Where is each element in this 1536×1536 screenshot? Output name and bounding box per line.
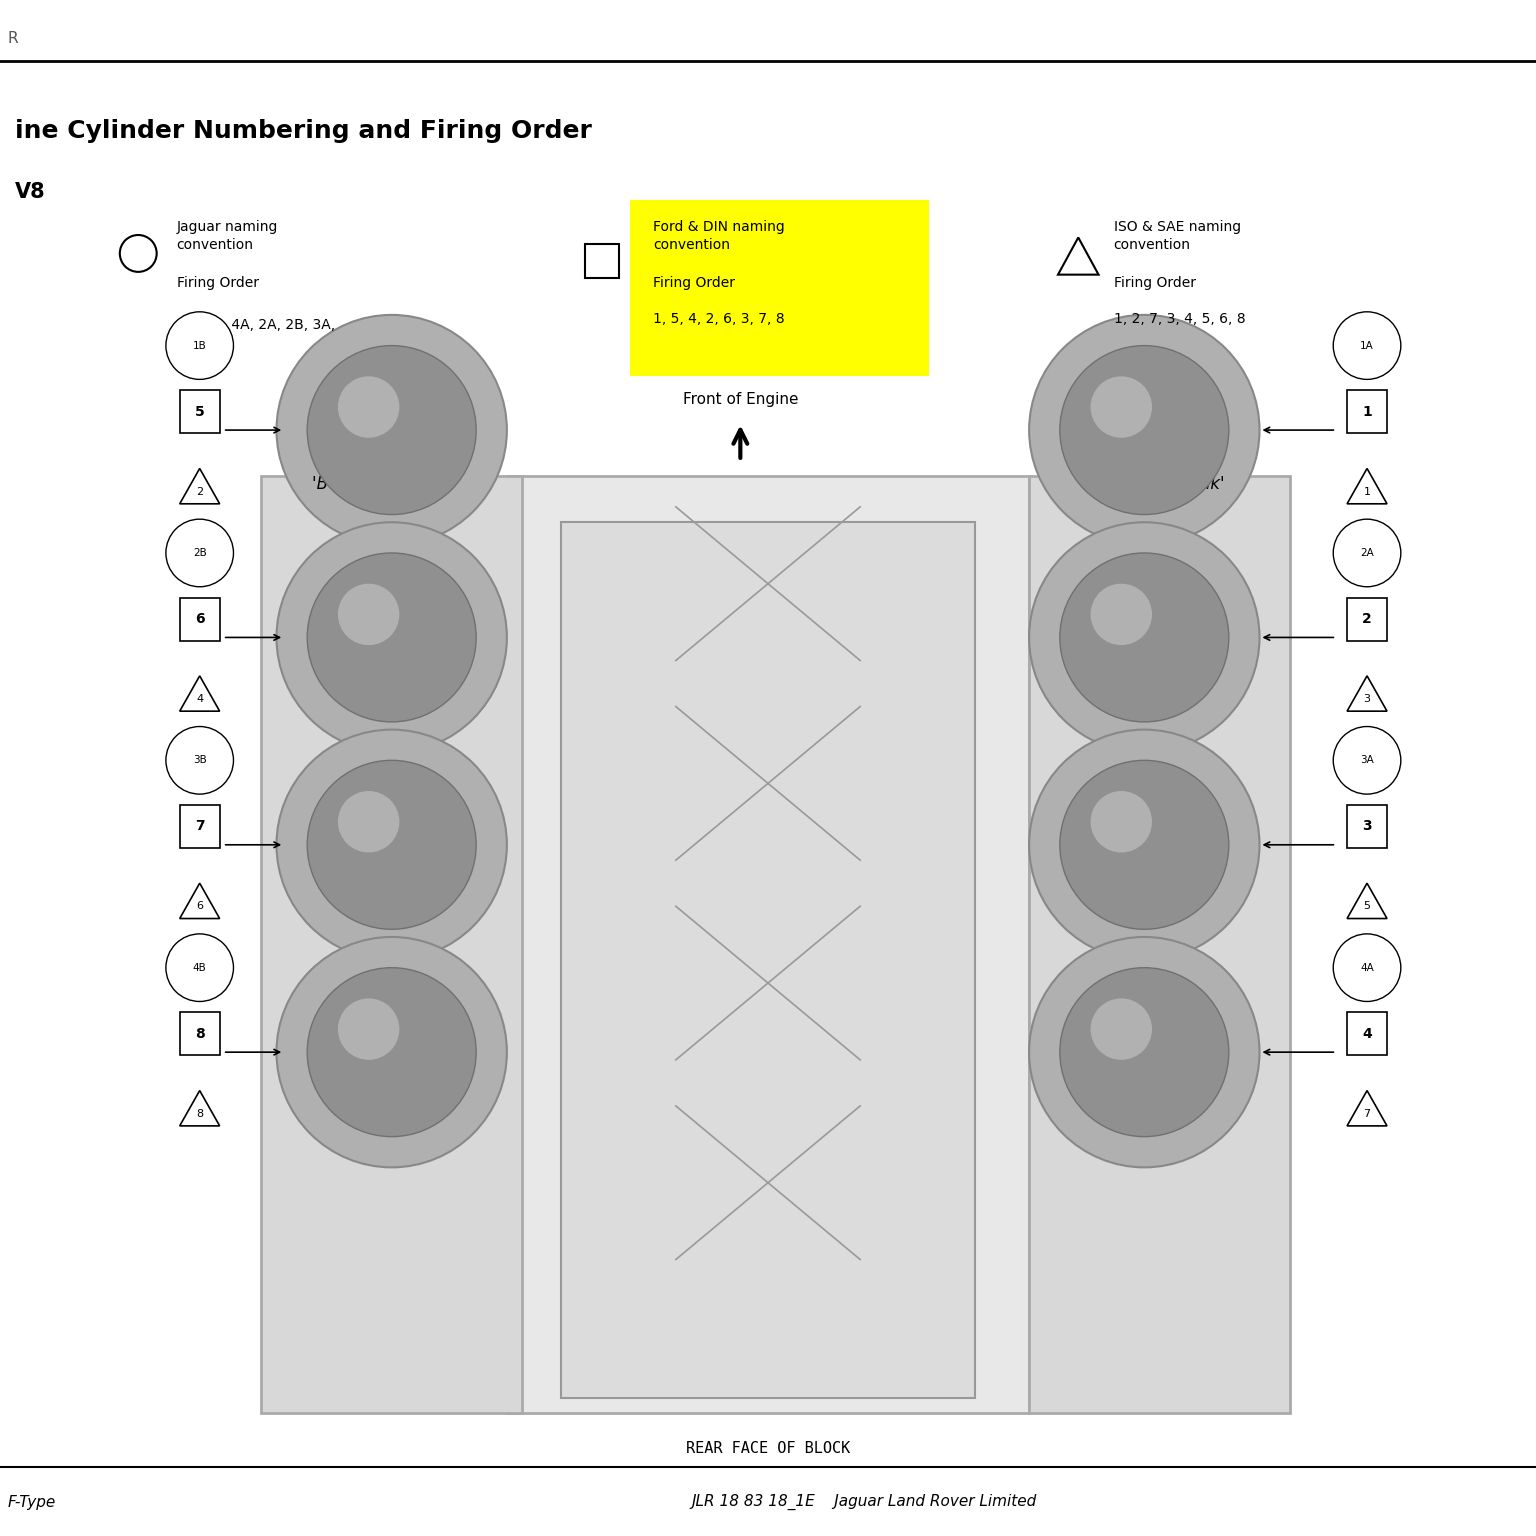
Circle shape	[166, 519, 233, 587]
Text: Firing Order: Firing Order	[653, 276, 734, 290]
Text: 4: 4	[1362, 1026, 1372, 1041]
Text: 7: 7	[1364, 1109, 1370, 1118]
Text: 1: 1	[1362, 404, 1372, 419]
Circle shape	[307, 968, 476, 1137]
Bar	[507, 476, 1029, 1413]
Text: Ford & DIN naming
convention: Ford & DIN naming convention	[653, 220, 785, 252]
Text: Firing Order: Firing Order	[1114, 276, 1195, 290]
Bar	[180, 1012, 220, 1055]
Circle shape	[307, 553, 476, 722]
Circle shape	[338, 376, 399, 438]
Bar	[1347, 598, 1387, 641]
Circle shape	[1029, 730, 1260, 960]
Text: 7: 7	[195, 819, 204, 834]
Text: 1B: 1B	[194, 341, 206, 350]
Circle shape	[276, 315, 507, 545]
Text: Front of Engine: Front of Engine	[682, 392, 799, 407]
Circle shape	[1029, 522, 1260, 753]
Text: JLR 18 83 18_1E    Jaguar Land Rover Limited: JLR 18 83 18_1E Jaguar Land Rover Limite…	[691, 1495, 1037, 1510]
Circle shape	[1091, 998, 1152, 1060]
Circle shape	[307, 760, 476, 929]
Circle shape	[166, 312, 233, 379]
Circle shape	[1060, 968, 1229, 1137]
Circle shape	[1333, 312, 1401, 379]
Bar	[180, 805, 220, 848]
Text: 8: 8	[197, 1109, 203, 1118]
Text: Firing Order: Firing Order	[177, 276, 258, 290]
Bar	[585, 244, 619, 278]
Text: 1, 2, 7, 3, 4, 5, 6, 8: 1, 2, 7, 3, 4, 5, 6, 8	[1114, 312, 1246, 326]
Text: 1: 1	[1364, 487, 1370, 496]
Text: 4A: 4A	[1361, 963, 1373, 972]
Text: 4B: 4B	[194, 963, 206, 972]
Text: 3: 3	[1364, 694, 1370, 703]
Text: ISO & SAE naming
convention: ISO & SAE naming convention	[1114, 220, 1241, 252]
Text: 1A, 1B, 4A, 2A, 2B, 3A,
3B, 4B: 1A, 1B, 4A, 2A, 2B, 3A, 3B, 4B	[177, 318, 335, 350]
Text: 'B Bank': 'B Bank'	[312, 475, 379, 493]
Circle shape	[338, 791, 399, 852]
Text: 8: 8	[195, 1026, 204, 1041]
Text: V8: V8	[15, 181, 46, 203]
Bar	[561, 522, 975, 1398]
Bar	[1029, 476, 1290, 1413]
Text: 2B: 2B	[194, 548, 206, 558]
Text: F-Type: F-Type	[8, 1495, 55, 1510]
Circle shape	[1091, 791, 1152, 852]
Circle shape	[1091, 376, 1152, 438]
Text: 5: 5	[1364, 902, 1370, 911]
Circle shape	[166, 727, 233, 794]
Text: 4: 4	[197, 694, 203, 703]
Text: 5: 5	[195, 404, 204, 419]
Text: 1, 5, 4, 2, 6, 3, 7, 8: 1, 5, 4, 2, 6, 3, 7, 8	[653, 312, 785, 326]
Bar	[1347, 805, 1387, 848]
Text: REAR FACE OF BLOCK: REAR FACE OF BLOCK	[687, 1441, 849, 1456]
Circle shape	[307, 346, 476, 515]
Bar	[261, 476, 522, 1413]
Bar	[180, 598, 220, 641]
Circle shape	[276, 730, 507, 960]
Circle shape	[1029, 937, 1260, 1167]
Circle shape	[338, 998, 399, 1060]
FancyBboxPatch shape	[630, 200, 929, 376]
Text: 3: 3	[1362, 819, 1372, 834]
Circle shape	[276, 522, 507, 753]
Text: R: R	[8, 31, 18, 46]
Bar	[1347, 390, 1387, 433]
Bar	[180, 390, 220, 433]
Circle shape	[166, 934, 233, 1001]
Circle shape	[1060, 553, 1229, 722]
Bar	[1347, 1012, 1387, 1055]
Text: 'A Bank': 'A Bank'	[1157, 475, 1224, 493]
Circle shape	[1333, 727, 1401, 794]
Circle shape	[1060, 346, 1229, 515]
Circle shape	[1091, 584, 1152, 645]
Circle shape	[1333, 934, 1401, 1001]
Text: ine Cylinder Numbering and Firing Order: ine Cylinder Numbering and Firing Order	[15, 118, 593, 143]
Text: 2A: 2A	[1361, 548, 1373, 558]
Text: 6: 6	[195, 611, 204, 627]
Circle shape	[1029, 315, 1260, 545]
Circle shape	[338, 584, 399, 645]
Circle shape	[1060, 760, 1229, 929]
Text: 2: 2	[1362, 611, 1372, 627]
Text: 6: 6	[197, 902, 203, 911]
Text: 2: 2	[197, 487, 203, 496]
Circle shape	[1333, 519, 1401, 587]
Text: Jaguar naming
convention: Jaguar naming convention	[177, 220, 278, 252]
Text: 1A: 1A	[1361, 341, 1373, 350]
Text: 3A: 3A	[1361, 756, 1373, 765]
Circle shape	[276, 937, 507, 1167]
Text: 3B: 3B	[194, 756, 206, 765]
